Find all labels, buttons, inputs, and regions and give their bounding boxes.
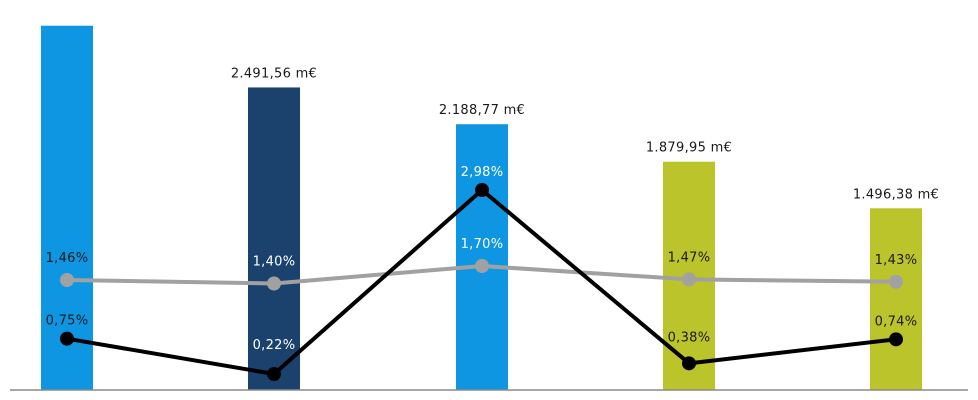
black-series-point-2 [267, 367, 281, 381]
grey-series-label-1: 1,46% [46, 251, 89, 266]
bar-1 [41, 25, 93, 390]
bar-value-label-4: 1.879,95 m€ [646, 141, 732, 156]
black-series-point-1 [60, 331, 74, 346]
bar-2 [248, 87, 300, 390]
bar-5 [870, 208, 922, 390]
black-series-label-5: 0,74% [875, 314, 918, 329]
grey-series-label-5: 1,43% [875, 253, 918, 268]
black-series-point-4 [682, 356, 696, 371]
bar-value-label-2: 2.491,56 m€ [231, 66, 317, 81]
black-series-label-3: 2,98% [461, 165, 504, 180]
grey-series-label-2: 1,40% [253, 255, 296, 270]
grey-series-point-4 [682, 272, 696, 287]
grey-series-label-4: 1,47% [668, 250, 711, 265]
grey-series-point-2 [267, 276, 281, 291]
bar-3 [456, 124, 508, 390]
labels-layer: 2.491,56 m€ 2.188,77 m€ 1.879,95 m€ 1.496,3… [46, 66, 939, 353]
bars-layer [41, 25, 922, 390]
black-series-label-4: 0,38% [668, 330, 711, 345]
black-series-label-1: 0,75% [46, 314, 89, 329]
grey-series-label-3: 1,70% [461, 237, 504, 252]
grey-series-point-3 [475, 259, 489, 273]
grey-series-point-5 [889, 274, 903, 289]
bar-value-label-5: 1.496,38 m€ [853, 187, 939, 202]
black-series-point-5 [889, 332, 903, 347]
bar-value-label-3: 2.188,77 m€ [439, 103, 525, 118]
black-series-point-3 [475, 183, 489, 197]
grey-series-point-1 [60, 273, 74, 287]
lines-layer [60, 183, 903, 381]
black-series-label-2: 0,22% [253, 338, 296, 353]
